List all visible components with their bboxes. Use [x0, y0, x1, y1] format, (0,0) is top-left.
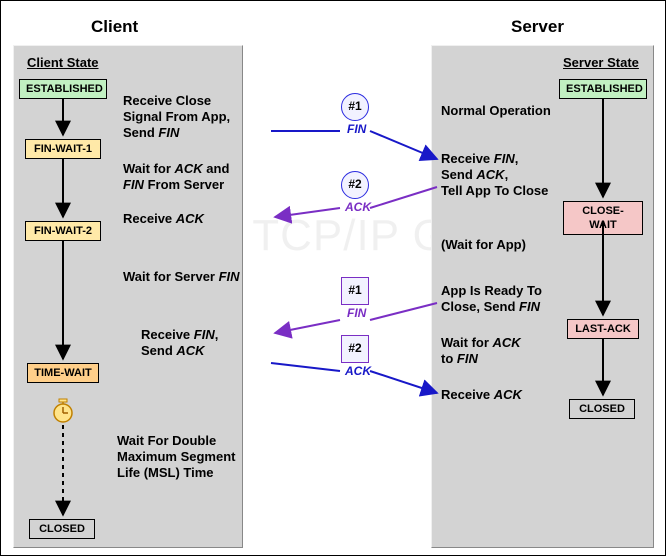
server-label-1: Normal Operation [441, 103, 551, 119]
client-label-4: Wait for Server FIN [123, 269, 240, 285]
client-title: Client [91, 17, 138, 37]
client-label-1: Receive Close Signal From App, Send FIN [123, 93, 230, 141]
msg-square-2: #2 [341, 335, 369, 363]
server-label-5: Wait for ACK to FIN [441, 335, 521, 367]
msg-label-fin-2: FIN [347, 306, 366, 320]
state-server-closed: CLOSED [569, 399, 635, 419]
msg-label-fin-1: FIN [347, 122, 366, 136]
state-server-closewait: CLOSE-WAIT [563, 201, 643, 235]
msg-circle-1: #1 [341, 93, 369, 121]
server-label-2: Receive FIN, Send ACK, Tell App To Close [441, 151, 548, 199]
server-title: Server [511, 17, 564, 37]
server-label-3: (Wait for App) [441, 237, 526, 253]
state-client-timewait: TIME-WAIT [27, 363, 99, 383]
client-label-6: Wait For Double Maximum Segment Life (MS… [117, 433, 235, 481]
server-state-header: Server State [563, 55, 639, 70]
client-label-3: Receive ACK [123, 211, 204, 227]
msg-label-ack-1: ACK [345, 200, 371, 214]
client-label-2: Wait for ACK and FIN From Server [123, 161, 229, 193]
client-label-5: Receive FIN, Send ACK [141, 327, 218, 359]
server-label-6: Receive ACK [441, 387, 522, 403]
state-client-closed: CLOSED [29, 519, 95, 539]
state-client-established: ESTABLISHED [19, 79, 107, 99]
client-state-header: Client State [27, 55, 99, 70]
server-label-4: App Is Ready To Close, Send FIN [441, 283, 542, 315]
state-server-established: ESTABLISHED [559, 79, 647, 99]
state-client-finwait2: FIN-WAIT-2 [25, 221, 101, 241]
state-client-finwait1: FIN-WAIT-1 [25, 139, 101, 159]
msg-label-ack-2: ACK [345, 364, 371, 378]
msg-square-1: #1 [341, 277, 369, 305]
msg-circle-2: #2 [341, 171, 369, 199]
state-server-lastack: LAST-ACK [567, 319, 639, 339]
